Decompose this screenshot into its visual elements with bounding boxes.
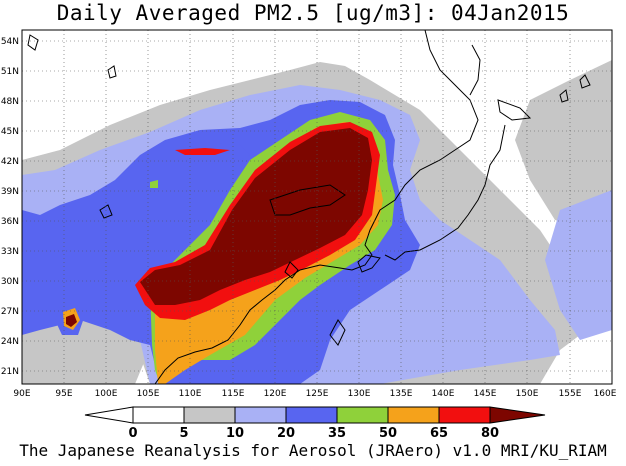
lat-tick: 48N [1, 97, 19, 107]
lon-tick: 90E [13, 389, 30, 399]
colorbar-label: 35 [328, 426, 346, 441]
lon-tick: 105E [137, 389, 160, 399]
lat-tick: 45N [1, 127, 19, 137]
lon-tick: 115E [222, 389, 245, 399]
colorbar-swatch [387, 406, 440, 424]
lat-axis: 54N 51N 48N 45N 42N 39N 36N 33N 30N 27N … [1, 37, 19, 377]
colorbar-swatch [336, 406, 389, 424]
colorbar-label: 65 [430, 426, 448, 441]
lat-tick: 33N [1, 247, 19, 257]
lon-axis: 90E 95E 100E 105E 110E 115E 120E 125E 13… [13, 389, 616, 399]
colorbar-label: 20 [277, 426, 295, 441]
lon-tick: 120E [264, 389, 287, 399]
lon-tick: 155E [559, 389, 582, 399]
colorbar-swatch [438, 406, 491, 424]
contour-80-spot [66, 314, 77, 327]
contour-35-50-spot [150, 180, 158, 188]
colorbar-swatch [132, 406, 185, 424]
concentration-field [22, 30, 612, 384]
colorbar-swatch [234, 406, 287, 424]
colorbar-swatch [285, 406, 338, 424]
contour-10-20-east [545, 190, 612, 340]
lat-tick: 21N [1, 367, 19, 377]
lon-tick: 160E [594, 389, 617, 399]
lon-tick: 150E [516, 389, 539, 399]
colorbar-label: 10 [226, 426, 244, 441]
lon-tick: 140E [432, 389, 455, 399]
lon-tick: 95E [55, 389, 72, 399]
lon-tick: 130E [348, 389, 371, 399]
lat-tick: 54N [1, 37, 19, 47]
colorbar-min-arrow [84, 406, 134, 424]
lon-tick: 135E [390, 389, 413, 399]
colorbar-swatch [183, 406, 236, 424]
contour-65-80-isl [175, 148, 230, 155]
lon-tick: 125E [306, 389, 329, 399]
colorbar-label: 50 [379, 426, 397, 441]
map-title: Daily Averaged PM2.5 [ug/m3]: 04Jan2015 [56, 1, 570, 25]
lat-lon-grid [22, 30, 612, 384]
colorbar-label: 5 [179, 426, 188, 441]
lat-tick: 24N [1, 337, 19, 347]
lon-tick: 110E [179, 389, 202, 399]
map-frame [21, 29, 613, 385]
colorbar-label: 0 [128, 426, 137, 441]
credit-line: The Japanese Reanalysis for Aerosol (JRA… [19, 441, 607, 460]
contour-80-plus [140, 128, 372, 305]
lon-tick: 145E [474, 389, 497, 399]
lat-tick: 27N [1, 307, 19, 317]
colorbar [84, 406, 546, 424]
lat-tick: 51N [1, 67, 19, 77]
lat-tick: 36N [1, 217, 19, 227]
lat-tick: 42N [1, 157, 19, 167]
colorbar-max-arrow [489, 406, 546, 424]
colorbar-labels: 0 5 10 20 35 50 65 80 [128, 426, 499, 441]
lat-tick: 30N [1, 277, 19, 287]
contour-5-10-east [515, 60, 612, 230]
lat-tick: 39N [1, 187, 19, 197]
coastlines [27, 30, 591, 384]
colorbar-label: 80 [481, 426, 499, 441]
lon-tick: 100E [95, 389, 118, 399]
